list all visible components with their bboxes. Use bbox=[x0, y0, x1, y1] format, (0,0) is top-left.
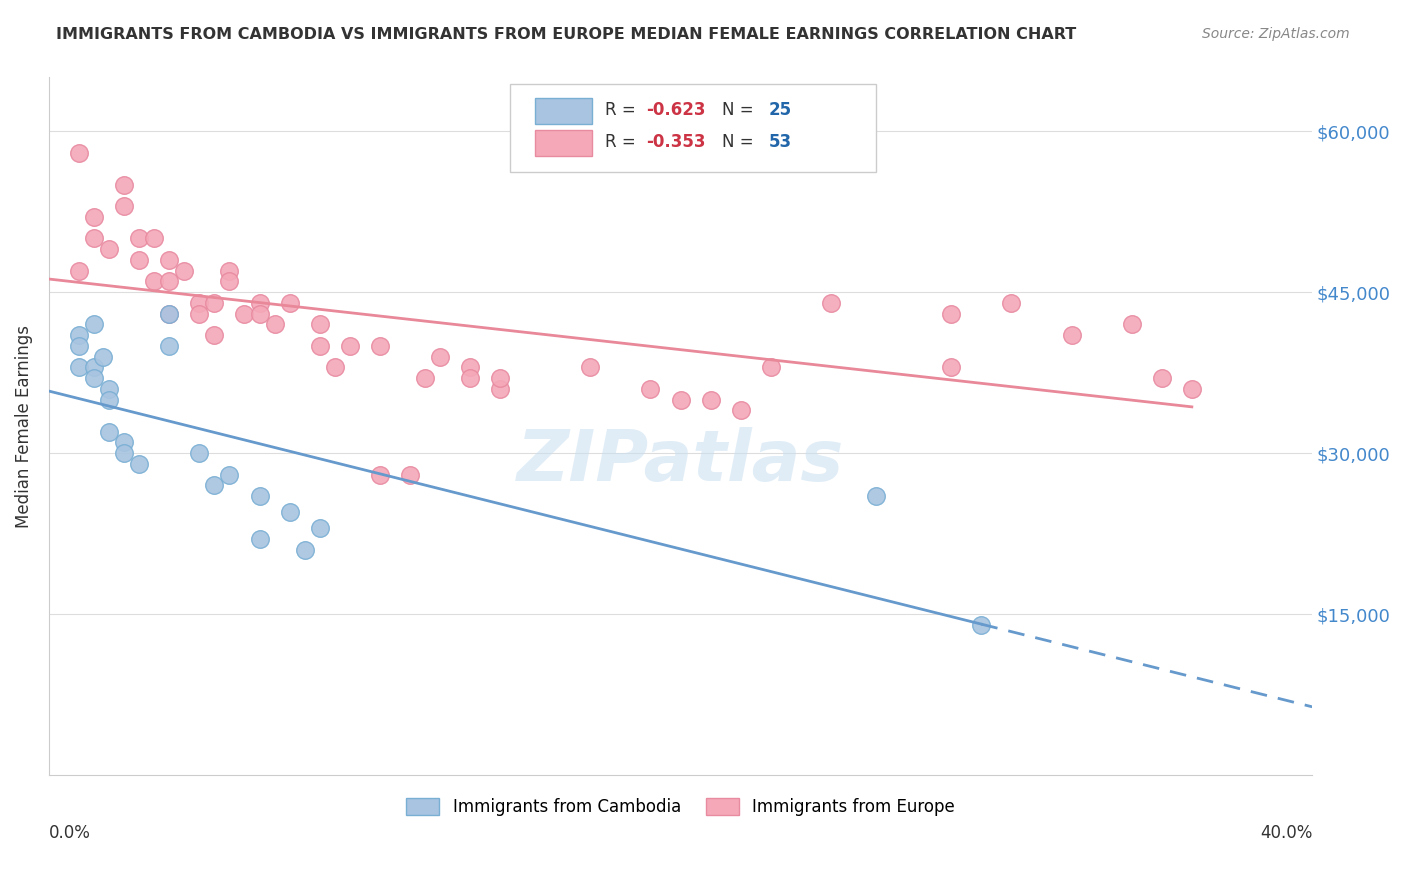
Point bbox=[249, 296, 271, 310]
Point bbox=[233, 307, 256, 321]
Point bbox=[429, 350, 451, 364]
Point bbox=[188, 307, 211, 321]
Point bbox=[83, 210, 105, 224]
Point bbox=[1060, 328, 1083, 343]
Point bbox=[865, 489, 887, 503]
Point bbox=[730, 403, 752, 417]
Point bbox=[112, 178, 135, 192]
Point bbox=[67, 339, 90, 353]
Point bbox=[83, 360, 105, 375]
Point bbox=[1000, 296, 1022, 310]
Point bbox=[202, 328, 225, 343]
Point bbox=[759, 360, 782, 375]
Point bbox=[368, 339, 391, 353]
Point bbox=[218, 467, 240, 482]
Point bbox=[249, 307, 271, 321]
Point bbox=[458, 371, 481, 385]
Point bbox=[143, 274, 166, 288]
Text: -0.623: -0.623 bbox=[647, 101, 706, 120]
Point bbox=[640, 382, 662, 396]
Point bbox=[1150, 371, 1173, 385]
Point bbox=[98, 242, 121, 256]
Point bbox=[278, 505, 301, 519]
Point bbox=[112, 435, 135, 450]
Point bbox=[67, 263, 90, 277]
Point bbox=[579, 360, 602, 375]
Text: Source: ZipAtlas.com: Source: ZipAtlas.com bbox=[1202, 27, 1350, 41]
Point bbox=[413, 371, 436, 385]
Point bbox=[98, 382, 121, 396]
Point bbox=[157, 252, 180, 267]
Point bbox=[83, 318, 105, 332]
Text: 0.0%: 0.0% bbox=[49, 824, 91, 842]
Point bbox=[98, 392, 121, 407]
Point bbox=[128, 457, 150, 471]
Point bbox=[83, 371, 105, 385]
Point bbox=[489, 371, 512, 385]
Point bbox=[489, 382, 512, 396]
Point bbox=[1121, 318, 1143, 332]
Point bbox=[323, 360, 346, 375]
Point bbox=[1181, 382, 1204, 396]
Text: 25: 25 bbox=[769, 101, 792, 120]
FancyBboxPatch shape bbox=[536, 129, 592, 156]
Text: N =: N = bbox=[723, 101, 759, 120]
Point bbox=[157, 339, 180, 353]
Point bbox=[173, 263, 195, 277]
Point bbox=[143, 231, 166, 245]
Point bbox=[128, 252, 150, 267]
Text: R =: R = bbox=[605, 101, 641, 120]
Point bbox=[202, 478, 225, 492]
Point bbox=[308, 521, 330, 535]
Point bbox=[263, 318, 285, 332]
Point bbox=[202, 296, 225, 310]
Point bbox=[669, 392, 692, 407]
Point bbox=[83, 231, 105, 245]
Point bbox=[368, 467, 391, 482]
Point bbox=[128, 231, 150, 245]
Point bbox=[188, 296, 211, 310]
Point bbox=[67, 360, 90, 375]
Legend: Immigrants from Cambodia, Immigrants from Europe: Immigrants from Cambodia, Immigrants fro… bbox=[399, 791, 962, 822]
Point bbox=[339, 339, 361, 353]
Point bbox=[294, 542, 316, 557]
Text: ZIPatlas: ZIPatlas bbox=[517, 426, 844, 496]
Point bbox=[941, 360, 963, 375]
Point bbox=[308, 339, 330, 353]
Point bbox=[67, 145, 90, 160]
Point bbox=[91, 350, 114, 364]
Text: 53: 53 bbox=[769, 133, 792, 151]
Point bbox=[112, 446, 135, 460]
Text: -0.353: -0.353 bbox=[647, 133, 706, 151]
Point bbox=[249, 489, 271, 503]
Point bbox=[458, 360, 481, 375]
Point bbox=[157, 274, 180, 288]
Point bbox=[218, 263, 240, 277]
Text: R =: R = bbox=[605, 133, 641, 151]
Point bbox=[157, 307, 180, 321]
Point bbox=[278, 296, 301, 310]
Y-axis label: Median Female Earnings: Median Female Earnings bbox=[15, 325, 32, 528]
Point bbox=[699, 392, 721, 407]
Text: 40.0%: 40.0% bbox=[1260, 824, 1312, 842]
FancyBboxPatch shape bbox=[536, 98, 592, 124]
Point bbox=[67, 328, 90, 343]
Point bbox=[249, 532, 271, 546]
Text: N =: N = bbox=[723, 133, 759, 151]
Point bbox=[188, 446, 211, 460]
Point bbox=[970, 618, 993, 632]
Point bbox=[218, 274, 240, 288]
Point bbox=[98, 425, 121, 439]
Point bbox=[112, 199, 135, 213]
Point bbox=[308, 318, 330, 332]
Point bbox=[941, 307, 963, 321]
Text: IMMIGRANTS FROM CAMBODIA VS IMMIGRANTS FROM EUROPE MEDIAN FEMALE EARNINGS CORREL: IMMIGRANTS FROM CAMBODIA VS IMMIGRANTS F… bbox=[56, 27, 1077, 42]
Point bbox=[157, 307, 180, 321]
Point bbox=[399, 467, 422, 482]
Point bbox=[820, 296, 842, 310]
FancyBboxPatch shape bbox=[510, 85, 876, 171]
